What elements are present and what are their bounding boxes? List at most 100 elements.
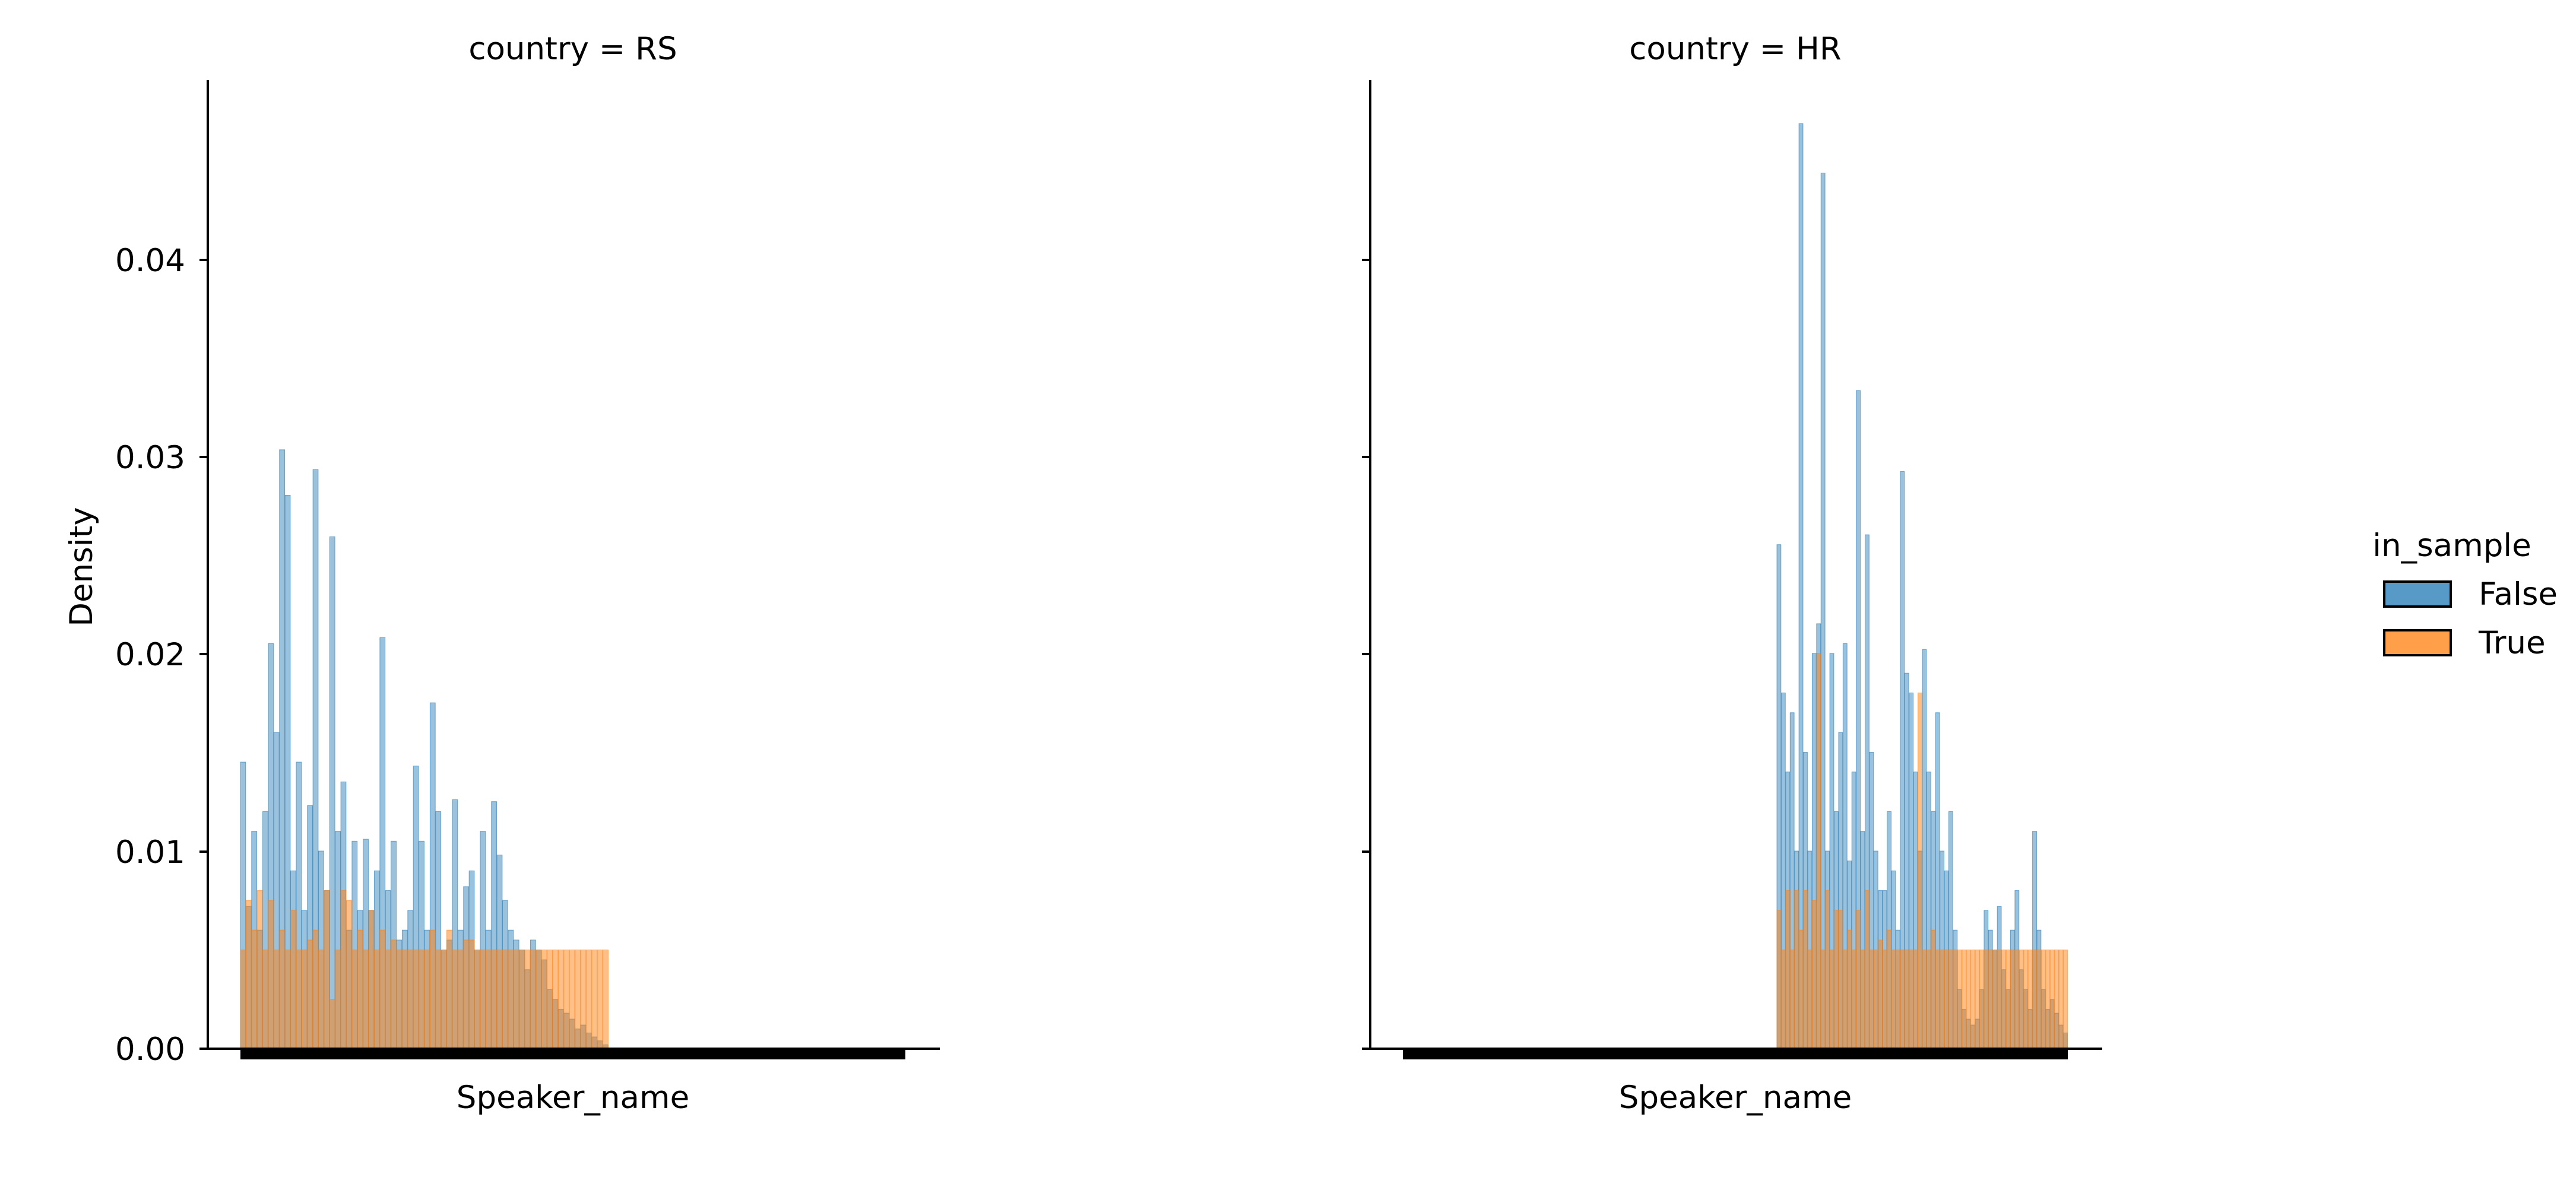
hr-bar-true: [2032, 949, 2037, 1049]
hr-bar-true: [1913, 949, 1918, 1049]
rs-bar-true: [335, 949, 341, 1049]
rs-x-axis-label: Speaker_name: [457, 1080, 689, 1116]
rs-y-tick-label: 0.04: [115, 243, 185, 279]
rs-bar-true: [536, 949, 542, 1049]
rs-bar-true: [424, 949, 430, 1049]
bars-hr: [1776, 123, 2068, 1049]
rs-bar-true: [301, 949, 308, 1049]
hr-bar-true: [2023, 949, 2029, 1049]
rs-bar-true: [452, 949, 458, 1049]
rs-bar-true: [373, 949, 380, 1049]
rs-bar-true: [541, 949, 547, 1049]
rs-bar-true: [530, 949, 536, 1049]
hr-bar-true: [2019, 949, 2024, 1049]
hr-bar-true: [1825, 890, 1830, 1049]
rs-bar-true: [307, 940, 313, 1049]
hr-bar-true: [1785, 890, 1791, 1049]
rs-bar-true: [480, 949, 486, 1049]
hr-bar-true: [1869, 949, 1874, 1049]
hr-bar-true: [1975, 949, 1980, 1049]
hr-bar-true: [2063, 949, 2068, 1049]
hr-bar-true: [1847, 929, 1852, 1049]
rs-bar-true: [468, 940, 475, 1049]
hr-bar-true: [1895, 949, 1900, 1049]
rs-bar-true: [290, 910, 296, 1049]
rs-bar-true: [524, 949, 531, 1049]
rs-bar-true: [441, 949, 447, 1049]
hr-bar-true: [1887, 929, 1891, 1049]
hr-bar-true: [1918, 692, 1922, 1049]
bars-rs: [240, 449, 609, 1049]
rs-bar-true: [429, 929, 436, 1049]
hr-bar-true: [1829, 949, 1834, 1049]
rs-bar-true: [485, 949, 492, 1049]
rs-bar-true: [491, 949, 498, 1049]
rs-bar-true: [256, 890, 263, 1049]
rs-bar-true: [597, 949, 603, 1049]
hr-bar-true: [1882, 949, 1887, 1049]
rs-bar-true: [513, 949, 519, 1049]
rs-bar-true: [351, 949, 358, 1049]
hr-bar-true: [1957, 949, 1962, 1049]
hr-category-tick-band: [1403, 1049, 2068, 1059]
hr-bar-true: [1811, 900, 1817, 1049]
hr-bar-true: [1900, 949, 1905, 1049]
hr-bar-true: [1780, 949, 1786, 1049]
rs-bar-true: [284, 949, 291, 1049]
hr-bar-true: [1838, 910, 1843, 1049]
rs-y-tick-label: 0.03: [115, 440, 185, 476]
rs-bar-true: [245, 900, 252, 1049]
rs-bar-true: [435, 949, 442, 1049]
rs-bar-true: [580, 949, 587, 1049]
hr-bar-true: [2036, 949, 2042, 1049]
rs-bar-true: [575, 949, 581, 1049]
rs-bar-true: [552, 949, 559, 1049]
rs-y-axis-label: Density: [64, 507, 100, 627]
hr-bar-true: [1966, 949, 1971, 1049]
hr-bar-true: [1909, 949, 1914, 1049]
hr-bar-true: [1820, 949, 1826, 1049]
rs-bar-true: [519, 949, 525, 1049]
hr-bar-true: [1979, 949, 1984, 1049]
hr-bar-true: [1860, 949, 1865, 1049]
hr-bar-true: [1807, 949, 1813, 1049]
rs-bar-true: [368, 910, 375, 1049]
rs-bar-true: [346, 900, 352, 1049]
rs-bar-true: [508, 949, 514, 1049]
rs-bar-true: [463, 940, 470, 1049]
hr-bar-true: [1816, 653, 1821, 1049]
hr-x-axis-label: Speaker_name: [1619, 1080, 1852, 1116]
hr-bar-true: [1992, 949, 1998, 1049]
rs-y-tick-label: 0.00: [115, 1032, 185, 1068]
rs-bar-true: [603, 949, 609, 1049]
hr-bar-true: [1789, 949, 1795, 1049]
hr-bar-true: [2040, 949, 2046, 1049]
rs-bar-true: [457, 949, 464, 1049]
rs-bar-true: [591, 949, 598, 1049]
panel-hr: country = HR Speaker_name: [1362, 31, 2102, 1116]
hr-bar-true: [2049, 949, 2055, 1049]
rs-bar-true: [379, 929, 386, 1049]
rs-bar-true: [563, 949, 570, 1049]
hr-bar-true: [1873, 949, 1878, 1049]
hr-bar-true: [2001, 949, 2006, 1049]
hr-bar-true: [1926, 949, 1931, 1049]
legend-title: in_sample: [2372, 528, 2531, 564]
panel-title-rs: country = RS: [468, 31, 677, 67]
rs-bar-true: [547, 949, 553, 1049]
hr-bar-true: [1834, 910, 1839, 1049]
panel-rs: country = RS 0.00 0.01 0.02 0.03 0.04 De…: [64, 31, 940, 1116]
hr-bar-true: [1997, 949, 2002, 1049]
hr-bar-true: [2058, 949, 2064, 1049]
rs-bar-true: [329, 999, 335, 1049]
rs-bar-true: [312, 929, 319, 1049]
hr-bar-true: [1794, 890, 1799, 1049]
panel-title-hr: country = HR: [1629, 31, 1841, 67]
hr-bar-true: [2054, 949, 2059, 1049]
rs-bar-true: [385, 949, 391, 1049]
rs-bar-true: [240, 949, 246, 1049]
rs-bar-true: [357, 929, 363, 1049]
hr-bar-true: [1776, 910, 1782, 1049]
rs-y-tick-label: 0.02: [115, 637, 185, 673]
